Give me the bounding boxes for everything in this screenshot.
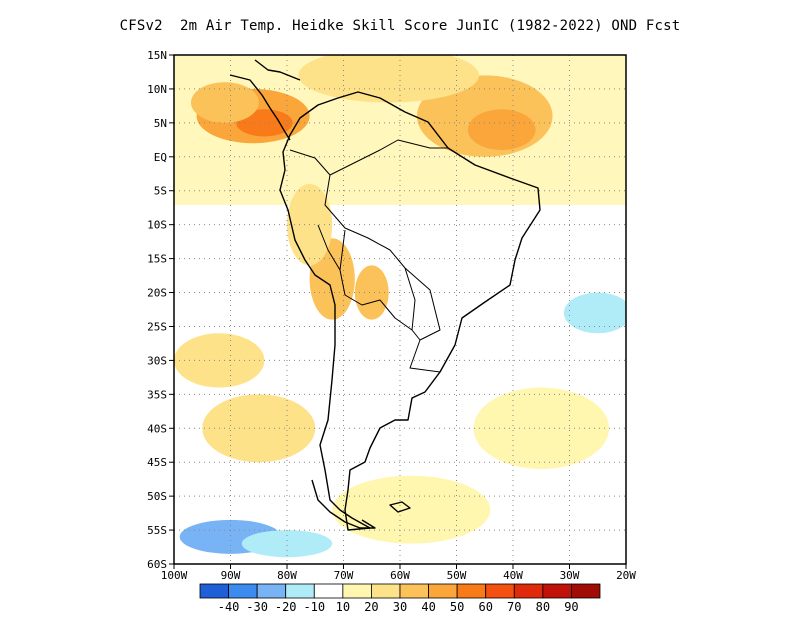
colorbar-label: -30 (246, 600, 268, 614)
falkland-islands (389, 501, 411, 513)
graticule (174, 55, 626, 564)
colorbar-segment (456, 583, 487, 599)
colorbar-label: 80 (536, 600, 550, 614)
colorbar-segment (199, 583, 229, 599)
lon-tick-label: 90W (221, 569, 241, 582)
colorbar-segment (485, 583, 515, 599)
skill-patch (467, 109, 536, 151)
colorbar (199, 583, 601, 599)
latitude-labels: 15N 10N 5N EQ 5S 10S 15S 20S 25S 30S 35S 40S 45S 50S 5… (147, 49, 174, 571)
lat-tick-label: 55S (147, 524, 167, 537)
lat-tick-label: 10N (147, 83, 167, 96)
colorbar-label: 30 (393, 600, 407, 614)
south-america-outline (279, 91, 541, 531)
colorbar-label: 90 (564, 600, 578, 614)
skill-field (174, 55, 626, 564)
skill-patch (332, 475, 491, 544)
skill-patch (298, 55, 480, 103)
colorbar-label: -40 (218, 600, 240, 614)
lon-tick-label: 70W (334, 569, 354, 582)
lat-tick-label: 20S (147, 287, 167, 300)
colorbar-segment (428, 583, 458, 599)
lon-tick-label: 80W (277, 569, 297, 582)
colorbar-label: 20 (364, 600, 378, 614)
colorbar-segment (571, 583, 601, 599)
skill-patch (563, 292, 626, 334)
colorbar-label: 60 (478, 600, 492, 614)
lat-tick-label: 30S (147, 354, 167, 367)
colorbar-label: 50 (450, 600, 464, 614)
tierra-del-fuego (311, 479, 376, 529)
lat-tick-label: 15N (147, 49, 167, 62)
colorbar-segment (256, 583, 287, 599)
lat-tick-label: 45S (147, 456, 167, 469)
lat-tick-label: 5N (154, 117, 167, 130)
lat-tick-label: EQ (154, 151, 167, 164)
lat-tick-label: 50S (147, 490, 167, 503)
lon-tick-label: 30W (560, 569, 580, 582)
lat-tick-label: 25S (147, 320, 167, 333)
map-title: CFSv2 2m Air Temp. Heidke Skill Score Ju… (119, 18, 681, 34)
colorbar-labels: -40 -30 -20 -10 10 20 30 40 50 60 70 80 90 (218, 600, 579, 614)
lat-tick-label: 60S (147, 558, 167, 571)
colorbar-label: -10 (303, 600, 325, 614)
colorbar-segment (399, 583, 429, 599)
central-america-outline (229, 74, 291, 141)
skill-patch (473, 387, 610, 469)
lon-tick-label: 20W (616, 569, 636, 582)
lat-tick-label: 40S (147, 422, 167, 435)
lat-tick-label: 5S (154, 185, 167, 198)
lat-tick-label: 10S (147, 219, 167, 232)
country-borders (289, 139, 448, 373)
coastlines (229, 59, 541, 531)
colorbar-segment (371, 583, 401, 599)
colorbar-segment (342, 583, 372, 599)
lat-tick-label: 15S (147, 253, 167, 266)
colorbar-label: 10 (336, 600, 350, 614)
caribbean-coast (254, 59, 301, 81)
lon-tick-label: 40W (503, 569, 523, 582)
lat-tick-label: 35S (147, 388, 167, 401)
colorbar-label: 40 (421, 600, 435, 614)
colorbar-segment (513, 583, 544, 599)
colorbar-label: -20 (275, 600, 297, 614)
colorbar-label: 70 (507, 600, 521, 614)
skill-patch (190, 82, 259, 123)
lon-tick-label: 60W (390, 569, 410, 582)
colorbar-segment (313, 583, 344, 599)
skill-patch (241, 530, 333, 558)
colorbar-segment (542, 583, 572, 599)
skill-patch (354, 265, 389, 320)
lon-tick-label: 100W (161, 569, 188, 582)
longitude-labels: 100W 90W 80W 70W 60W 50W 40W 30W 20W (161, 564, 636, 582)
colorbar-segment (228, 583, 258, 599)
colorbar-segment (285, 583, 315, 599)
lon-tick-label: 50W (447, 569, 467, 582)
